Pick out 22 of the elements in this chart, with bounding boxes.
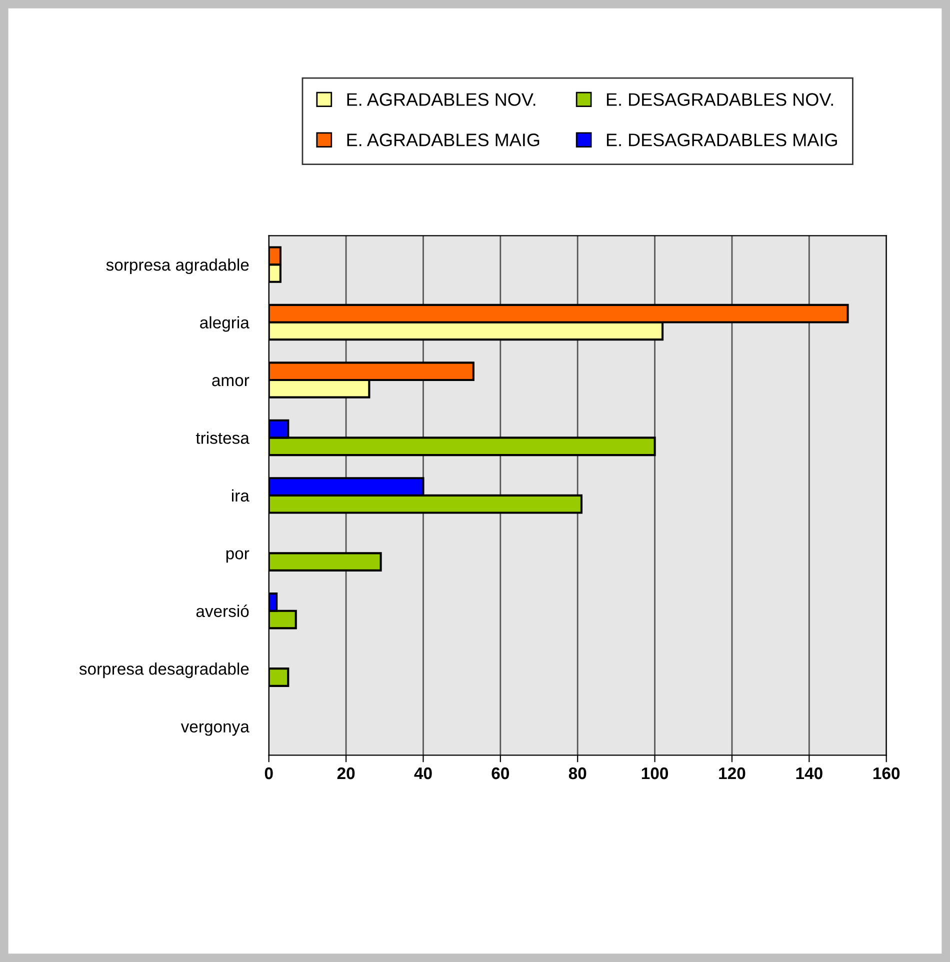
legend-label: E. DESAGRADABLES MAIG [606, 134, 837, 146]
y-tick-label: vergonya [180, 723, 250, 736]
x-tick-label: 160 [873, 767, 900, 780]
y-tick-label: sorpresa desagradable [79, 662, 249, 678]
x-tick-label: 20 [337, 767, 355, 780]
y-tick-label: alegria [200, 316, 250, 332]
y-tick-label: sorpresa agradable [106, 258, 249, 274]
legend-label: E. AGRADABLES NOV. [347, 93, 536, 106]
x-tick-label: 0 [264, 767, 273, 780]
y-tick-label: ira [232, 489, 250, 502]
x-tick-label: 60 [492, 767, 509, 780]
y-tick-label: tristesa [196, 432, 250, 444]
legend-label: E. AGRADABLES MAIG [347, 134, 540, 146]
y-tick-label: por [226, 550, 250, 563]
y-tick-label: amor [212, 377, 250, 386]
y-tick-label: aversió [196, 604, 249, 618]
x-tick-label: 120 [719, 767, 746, 780]
x-tick-label: 140 [796, 767, 822, 780]
x-tick-label: 40 [414, 767, 432, 780]
x-tick-label: 80 [568, 767, 586, 780]
x-tick-label: 100 [642, 767, 668, 780]
legend-label: E. DESAGRADABLES NOV. [606, 93, 833, 106]
